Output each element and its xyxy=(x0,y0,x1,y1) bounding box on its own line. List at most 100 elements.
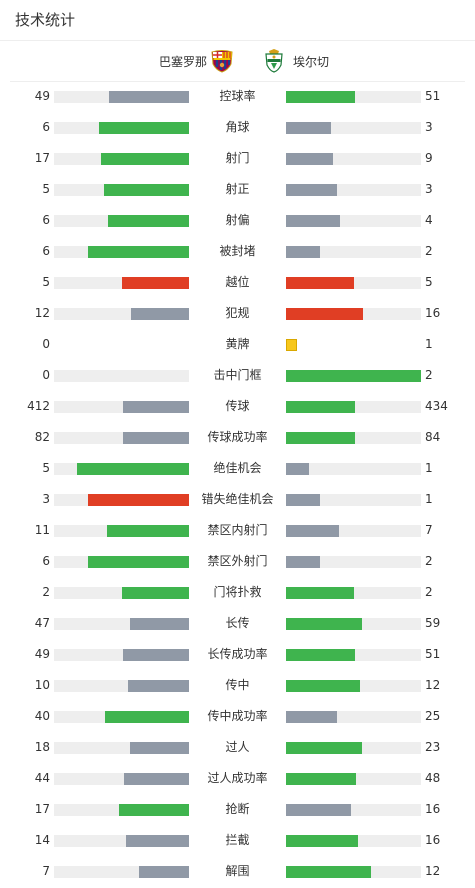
away-stat-bar-fill xyxy=(286,835,358,847)
stat-label: 射正 xyxy=(225,182,250,196)
away-stat-bar-fill xyxy=(286,866,372,878)
stat-label: 过人成功率 xyxy=(207,771,268,785)
home-stat-value: 7 xyxy=(42,864,50,878)
section-header: 技术统计 xyxy=(0,0,475,41)
stat-label: 传中 xyxy=(225,678,250,692)
home-stat-bar-fill xyxy=(106,525,189,537)
away-stat-value: 25 xyxy=(425,709,441,723)
away-stat-bar-fill xyxy=(286,122,331,134)
home-stat-bar-track xyxy=(54,556,189,568)
away-stat-value: 2 xyxy=(425,554,433,568)
away-stat-bar-track xyxy=(286,401,421,413)
stat-label: 越位 xyxy=(225,275,250,289)
away-stat-bar-fill xyxy=(286,680,361,692)
home-stat-bar-track xyxy=(54,277,189,289)
away-stat-bar-track xyxy=(286,277,421,289)
stat-row: 17 射门 9 xyxy=(0,143,475,174)
stat-label: 击中门框 xyxy=(213,368,262,382)
yellow-card-icon xyxy=(286,339,297,351)
away-stat-bar-track xyxy=(286,370,421,382)
home-stat-bar-track xyxy=(54,494,189,506)
home-stat-value: 412 xyxy=(27,399,50,413)
away-stat-bar-track xyxy=(286,680,421,692)
stat-row: 6 禁区外射门 2 xyxy=(0,546,475,577)
away-stat-value: 7 xyxy=(425,523,433,537)
home-stat-value: 49 xyxy=(34,647,50,661)
away-stat-value: 51 xyxy=(425,89,441,103)
home-stat-value: 3 xyxy=(42,492,50,506)
away-stat-bar-track xyxy=(286,618,421,630)
away-stat-value: 2 xyxy=(425,585,433,599)
stat-row: 18 过人 23 xyxy=(0,732,475,763)
away-stat-bar-track xyxy=(286,835,421,847)
stat-row: 17 抢断 16 xyxy=(0,794,475,825)
home-stat-bar-fill xyxy=(121,277,189,289)
stat-row: 6 被封堵 2 xyxy=(0,236,475,267)
home-team[interactable]: 巴塞罗那 xyxy=(159,41,233,81)
away-stat-bar-track xyxy=(286,525,421,537)
away-stat-value: 12 xyxy=(425,864,441,878)
home-stat-bar-fill xyxy=(139,866,189,878)
stat-label: 射偏 xyxy=(225,213,250,227)
away-stat-bar-fill xyxy=(286,525,339,537)
away-stat-value: 16 xyxy=(425,833,441,847)
stat-label: 射门 xyxy=(225,151,250,165)
home-stat-bar-fill xyxy=(76,463,189,475)
away-stat-value: 2 xyxy=(425,244,433,258)
away-stat-bar-track xyxy=(286,866,421,878)
stat-label: 角球 xyxy=(225,120,250,134)
stat-label: 传球成功率 xyxy=(207,430,268,444)
away-stat-bar-fill xyxy=(286,370,421,382)
away-stat-bar-track xyxy=(286,587,421,599)
away-stat-value: 16 xyxy=(425,306,441,320)
home-stat-bar-track xyxy=(54,711,189,723)
home-stat-bar-track xyxy=(54,308,189,320)
home-stat-bar-track xyxy=(54,401,189,413)
stat-label: 被封堵 xyxy=(219,244,256,258)
away-stat-bar-fill xyxy=(286,711,338,723)
away-stat-bar-track xyxy=(286,91,421,103)
home-stat-value: 6 xyxy=(42,554,50,568)
away-stat-bar-fill xyxy=(286,587,354,599)
away-stat-bar-track xyxy=(286,463,421,475)
away-team[interactable]: 埃尔切 xyxy=(265,41,329,81)
away-stat-bar-track xyxy=(286,432,421,444)
section-title: 技术统计 xyxy=(15,11,76,29)
home-stat-value: 5 xyxy=(42,182,50,196)
home-stat-value: 6 xyxy=(42,120,50,134)
stat-row: 11 禁区内射门 7 xyxy=(0,515,475,546)
home-stat-bar-track xyxy=(54,370,189,382)
home-stat-bar-track xyxy=(54,122,189,134)
away-stat-bar-track xyxy=(286,804,421,816)
home-stat-bar-track xyxy=(54,246,189,258)
stat-row: 10 传中 12 xyxy=(0,670,475,701)
away-stat-bar-track xyxy=(286,556,421,568)
away-stat-value: 2 xyxy=(425,368,433,382)
away-stat-bar-fill xyxy=(286,277,354,289)
away-stat-bar-fill xyxy=(286,308,363,320)
home-stat-value: 10 xyxy=(34,678,50,692)
home-stat-value: 6 xyxy=(42,244,50,258)
away-stat-bar-track xyxy=(286,494,421,506)
away-stat-bar-fill xyxy=(286,463,309,475)
stat-row: 7 解围 12 xyxy=(0,856,475,887)
home-stat-bar-fill xyxy=(109,91,189,103)
home-stat-value: 12 xyxy=(34,306,50,320)
stat-row: 49 控球率 51 xyxy=(0,81,475,112)
home-stat-value: 5 xyxy=(42,461,50,475)
away-stat-value: 84 xyxy=(425,430,441,444)
away-stat-bar-fill xyxy=(286,742,362,754)
home-stat-bar-fill xyxy=(128,680,189,692)
away-stat-bar-fill xyxy=(286,184,338,196)
stat-row: 412 传球 434 xyxy=(0,391,475,422)
away-stat-bar-fill xyxy=(286,91,355,103)
stat-row: 40 传中成功率 25 xyxy=(0,701,475,732)
away-stat-bar-fill xyxy=(286,153,334,165)
stat-label: 传中成功率 xyxy=(207,709,268,723)
away-stat-bar-fill xyxy=(286,649,355,661)
away-stat-value: 5 xyxy=(425,275,433,289)
stat-label: 传球 xyxy=(225,399,250,413)
away-stat-value: 1 xyxy=(425,461,433,475)
home-stat-bar-track xyxy=(54,91,189,103)
away-stat-bar-track xyxy=(286,246,421,258)
